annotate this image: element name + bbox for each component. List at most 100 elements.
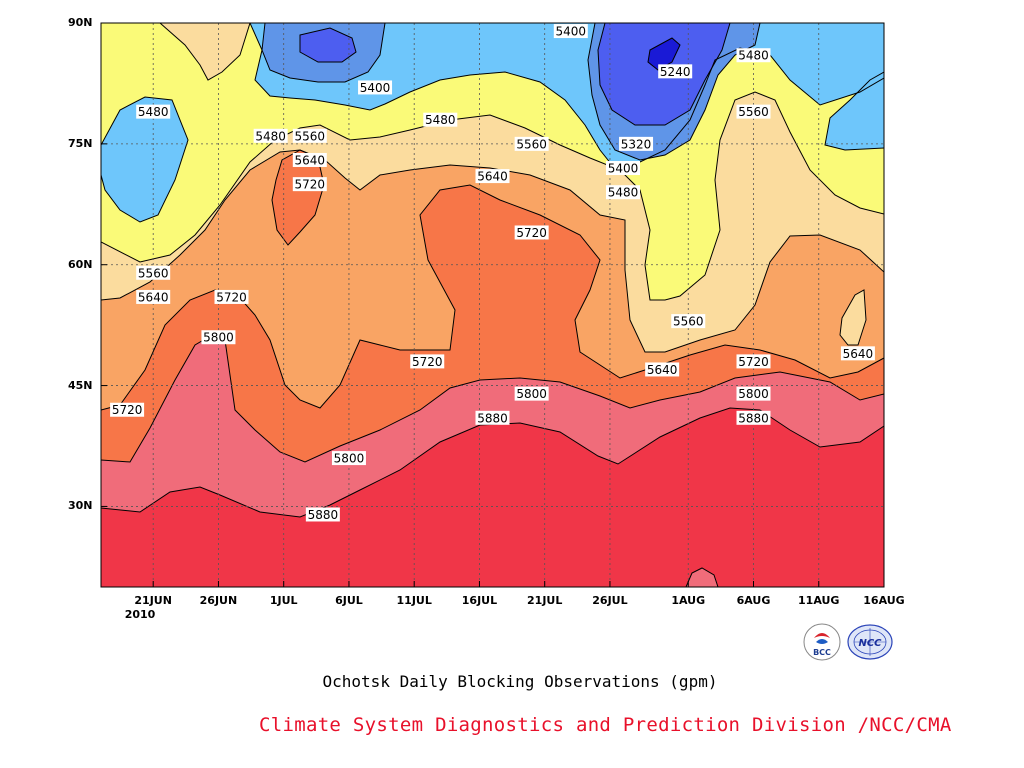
contour-label-bg: [736, 104, 771, 119]
x-tick-label: 21JUN: [134, 594, 172, 607]
contour-label: 5640: [295, 153, 326, 167]
contour-label: 5720: [112, 403, 143, 417]
x-tick-label: 21JUL: [527, 594, 563, 607]
band-5240-5320: [300, 28, 356, 62]
contour-label: 5720: [216, 290, 247, 304]
contour-label: 5640: [477, 170, 508, 184]
contour-label-bg: [292, 152, 327, 167]
contour-label-bg: [253, 128, 288, 143]
x-tick-label: 16AUG: [863, 594, 905, 607]
contour-label: 5720: [738, 355, 769, 369]
contour-label-bg: [410, 354, 445, 369]
band-5720-5800-pocket: [272, 150, 324, 245]
chart-subtitle: Ochotsk Daily Blocking Observations (gpm…: [322, 672, 718, 691]
contour-label-bg: [136, 265, 171, 280]
contour-label-bg: [553, 24, 588, 39]
x-tick-label: 6AUG: [736, 594, 771, 607]
contour-label: 5560: [516, 137, 547, 151]
contour-label: 5560: [295, 129, 326, 143]
contour-label-bg: [136, 104, 171, 119]
contour-label: 5480: [255, 129, 286, 143]
axis-ticks: [101, 22, 885, 587]
x-tick-label: 1JUL: [269, 594, 298, 607]
contour-label-bg: [201, 330, 236, 345]
contour-label: 5480: [738, 49, 769, 63]
x-tick-label: 26JUL: [592, 594, 628, 607]
contour-label: 5480: [138, 105, 169, 119]
x-tick-label: 11JUL: [396, 594, 432, 607]
y-tick-label: 30N: [68, 499, 93, 513]
contour-label-bg: [292, 177, 327, 192]
contour-label-bg: [619, 136, 654, 151]
contour-label-bg: [736, 48, 771, 63]
contour-label: 5480: [608, 186, 639, 200]
contour-label: 5400: [360, 81, 391, 95]
contour-label-bg: [606, 185, 640, 200]
contour-label: 5880: [477, 411, 508, 425]
band-5400-5480-north: [250, 23, 884, 165]
contour-label-bg: [736, 354, 771, 369]
band-5400-5480-east: [825, 72, 884, 150]
contour-label: 5400: [556, 25, 587, 39]
contour-label-bg: [736, 386, 771, 401]
contour-label: 5800: [334, 452, 365, 466]
contour-label: 5800: [516, 387, 547, 401]
contour-label: 5240: [660, 65, 691, 79]
grid-lines: [101, 23, 884, 587]
contour-label-bg: [292, 128, 327, 143]
contour-label-bg: [606, 161, 640, 176]
band-5400-5480-west: [101, 97, 188, 222]
plot-frame: [100, 22, 885, 588]
contour-label: 5640: [138, 290, 169, 304]
contour-label: 5800: [203, 331, 234, 345]
contour-label-bg: [671, 314, 706, 329]
contour-label-bg: [136, 289, 171, 304]
contour-label: 5560: [738, 105, 769, 119]
x-tick-label: 11AUG: [798, 594, 840, 607]
contour-label-bg: [514, 136, 549, 151]
contour-label-bg: [110, 402, 145, 417]
y-tick-label: 75N: [68, 136, 93, 150]
band-5560-5640-pocket: [160, 23, 250, 80]
contour-label-bg: [840, 346, 875, 361]
contour-label-bg: [645, 362, 680, 377]
contour-label-bg: [475, 169, 510, 184]
y-tick-label: 60N: [68, 257, 93, 271]
contour-label: 5560: [673, 315, 704, 329]
ncc-logo: NCC: [847, 624, 893, 660]
contour-label-bg: [331, 451, 366, 466]
bcc-logo: BCC: [803, 623, 841, 661]
y-tick-label: 45N: [68, 378, 93, 392]
contour-label: 5560: [138, 266, 169, 280]
contour-label: 5800: [738, 387, 769, 401]
contour-label: 5480: [425, 113, 456, 127]
contour-label: 5400: [608, 162, 639, 176]
contour-label: 5720: [412, 355, 443, 369]
contour-label-bg: [514, 225, 549, 240]
contour-label-bg: [423, 112, 458, 127]
band-5560-5640-pocket-east: [840, 290, 866, 345]
contour-label: 5640: [843, 347, 874, 361]
credit-text: Climate System Diagnostics and Predictio…: [259, 714, 952, 736]
x-tick-label: 6JUL: [335, 594, 363, 607]
contour-label-bg: [358, 80, 393, 95]
contour-label: 5320: [621, 137, 652, 151]
contour-label-bg: [305, 507, 340, 522]
x-tick-label: 16JUL: [461, 594, 498, 607]
contour-label-bg: [736, 410, 771, 425]
contour-label-bg: [214, 289, 249, 304]
contour-label-bg: [475, 410, 510, 425]
contour-label-bg: [658, 64, 693, 79]
contour-label: 5720: [516, 226, 547, 240]
contour-label: 5880: [738, 411, 769, 425]
svg-text:BCC: BCC: [813, 648, 831, 657]
y-tick-label: 90N: [68, 16, 93, 29]
x-tick-label: 26JUN: [199, 594, 238, 607]
contour-label: 5640: [647, 363, 678, 377]
contour-labels: 5400 5480 5240 5400 5480 5560 5480 5480 5560 5560…: [110, 24, 875, 522]
x-tick-label: 1AUG: [671, 594, 706, 607]
contour-label: 5720: [295, 178, 326, 192]
contour-label-bg: [514, 386, 549, 401]
svg-text:NCC: NCC: [858, 638, 882, 649]
